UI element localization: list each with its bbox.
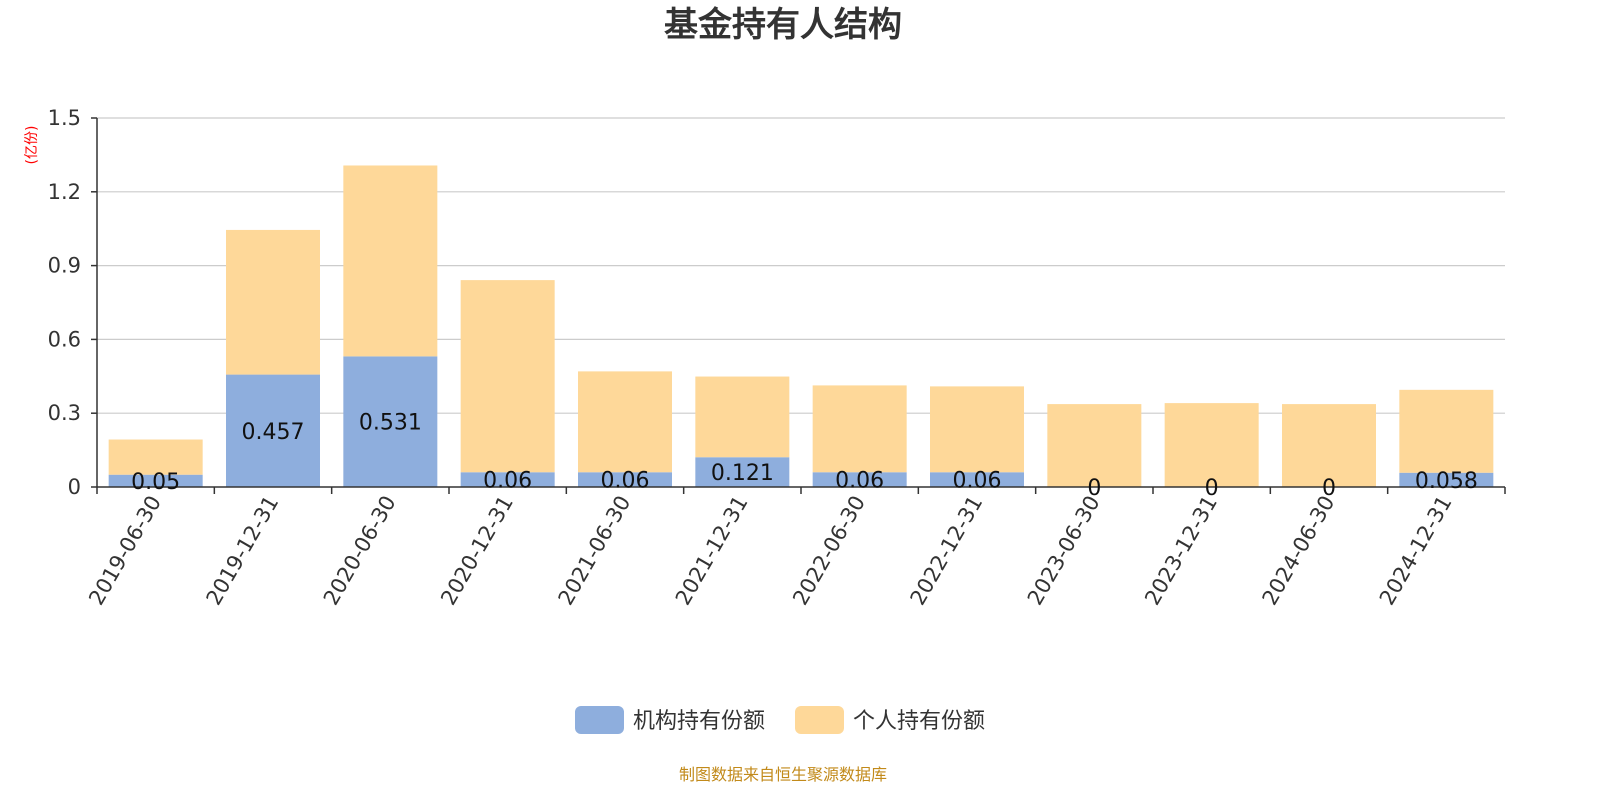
y-tick-label: 0.9 bbox=[48, 254, 81, 278]
bar-value-label: 0 bbox=[1205, 476, 1219, 501]
bar-individual bbox=[1164, 403, 1259, 487]
bar-series bbox=[108, 165, 1494, 487]
bar-institutional bbox=[812, 472, 907, 487]
bar-individual bbox=[108, 439, 203, 475]
y-tick-label: 0.3 bbox=[48, 401, 81, 425]
bar-value-label: 0 bbox=[1087, 476, 1101, 501]
bar-institutional bbox=[460, 472, 555, 487]
legend-swatch bbox=[575, 706, 624, 734]
y-tick-label: 1.2 bbox=[48, 180, 81, 204]
x-tick-label: 2021-06-30 bbox=[554, 492, 636, 610]
bar-institutional bbox=[226, 374, 320, 487]
x-tick-label: 2019-06-30 bbox=[84, 492, 166, 610]
y-tick-label: 0.6 bbox=[48, 327, 81, 351]
bar-value-label: 0.06 bbox=[835, 469, 884, 494]
x-tick-label: 2024-06-30 bbox=[1258, 492, 1340, 610]
bar-individual bbox=[930, 386, 1024, 473]
x-tick-label: 2021-12-31 bbox=[671, 492, 753, 610]
bar-individual bbox=[1399, 389, 1494, 473]
legend-swatch bbox=[795, 706, 844, 734]
bar-value-label: 0.06 bbox=[601, 469, 650, 494]
source-note: 制图数据来自恒生聚源数据库 bbox=[679, 765, 887, 784]
legend-label: 个人持有份额 bbox=[853, 709, 985, 734]
legend: 机构持有份额 个人持有份额 bbox=[575, 706, 985, 734]
x-tick-label: 2023-06-30 bbox=[1023, 492, 1105, 610]
x-tick-label: 2019-12-31 bbox=[202, 492, 284, 610]
bar-individual bbox=[812, 385, 907, 473]
x-tick-label: 2022-06-30 bbox=[788, 492, 870, 610]
bar-institutional bbox=[108, 474, 203, 487]
bar-institutional bbox=[343, 356, 438, 487]
bar-institutional bbox=[695, 457, 790, 487]
x-tick-label: 2023-12-31 bbox=[1140, 492, 1222, 610]
bar-individual bbox=[460, 280, 555, 473]
bar-value-label: 0.05 bbox=[131, 470, 180, 495]
bar-individual bbox=[1047, 404, 1142, 487]
chart-title: 基金持有人结构 bbox=[664, 5, 902, 45]
x-tick-label: 2020-06-30 bbox=[319, 492, 401, 610]
bar-value-label: 0.121 bbox=[711, 461, 774, 486]
y-tick-label: 0 bbox=[68, 475, 81, 499]
bar-individual bbox=[695, 376, 790, 458]
bar-individual bbox=[578, 371, 672, 473]
bar-individual bbox=[226, 229, 320, 375]
y-axis-unit: (亿份) bbox=[24, 126, 40, 165]
bar-institutional bbox=[1399, 472, 1494, 487]
bar-value-label: 0.06 bbox=[483, 469, 532, 494]
bar-individual bbox=[1282, 404, 1376, 487]
bar-value-label: 0.058 bbox=[1415, 469, 1478, 494]
bar-value-label: 0 bbox=[1322, 476, 1336, 501]
gridlines bbox=[97, 117, 1505, 414]
x-tick-label: 2022-12-31 bbox=[906, 492, 988, 610]
legend-label: 机构持有份额 bbox=[633, 709, 765, 734]
x-tick-label: 2024-12-31 bbox=[1375, 492, 1457, 610]
bar-institutional bbox=[578, 472, 672, 487]
bar-institutional bbox=[930, 472, 1024, 487]
bar-value-label: 0.06 bbox=[953, 469, 1002, 494]
y-tick-label: 1.5 bbox=[48, 106, 81, 130]
bar-individual bbox=[343, 165, 438, 357]
bar-value-labels: 0.05 0.457 0.531 0.06 0.06 0.121 0.06 0.06 0 0 0 0.… bbox=[131, 411, 1478, 501]
x-tick-label: 2020-12-31 bbox=[436, 492, 518, 610]
bar-value-label: 0.457 bbox=[242, 420, 305, 445]
bar-value-label: 0.531 bbox=[359, 411, 422, 436]
